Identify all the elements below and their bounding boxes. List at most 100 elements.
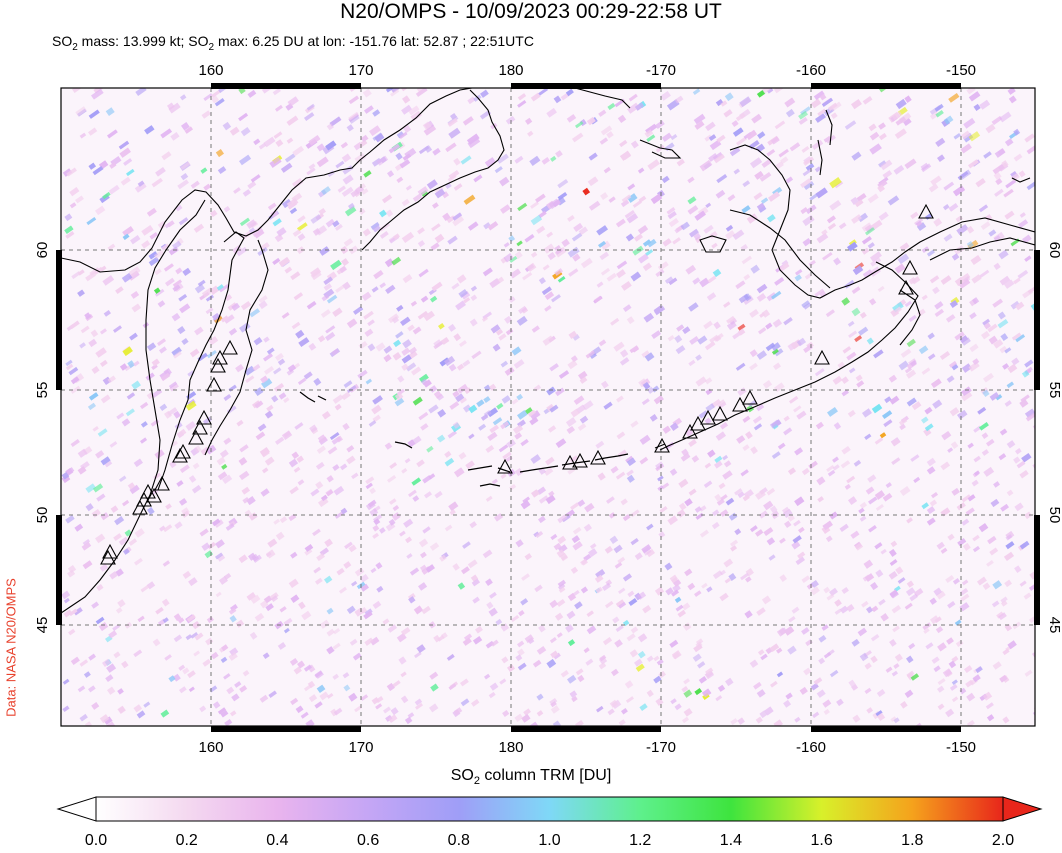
so2-pixel (857, 627, 868, 637)
so2-pixel (449, 401, 460, 410)
so2-pixel (706, 586, 713, 593)
so2-pixel (178, 686, 187, 694)
so2-pixel (766, 88, 774, 94)
so2-pixel (267, 538, 278, 548)
so2-pixel (550, 155, 557, 162)
so2-pixel (431, 223, 441, 232)
so2-pixel (967, 442, 974, 449)
so2-pixel (440, 336, 450, 345)
so2-pixel (469, 521, 477, 529)
so2-pixel (800, 207, 809, 215)
so2-pixel (410, 300, 418, 307)
so2-pixel (333, 627, 341, 635)
so2-pixel (703, 480, 713, 488)
so2-pixel (120, 176, 131, 186)
so2-pixel (642, 239, 652, 247)
so2-pixel (426, 445, 434, 453)
so2-pixel (238, 457, 248, 466)
so2-pixel (284, 266, 293, 274)
so2-pixel (634, 658, 643, 667)
so2-pixel (496, 402, 504, 410)
so2-pixel (626, 457, 636, 467)
so2-pixel (620, 498, 628, 506)
so2-pixel (641, 544, 652, 554)
so2-pixel (281, 198, 292, 209)
so2-pixel (424, 491, 432, 499)
so2-pixel (453, 333, 462, 342)
so2-pixel (240, 127, 251, 137)
so2-pixel (954, 331, 965, 341)
so2-pixel (503, 252, 514, 263)
so2-pixel (109, 571, 118, 580)
so2-pixel (608, 196, 616, 203)
so2-pixel (82, 538, 90, 546)
so2-pixel (1004, 279, 1015, 289)
so2-pixel (756, 404, 765, 412)
so2-pixel (740, 469, 749, 477)
so2-pixel (861, 222, 873, 232)
lon-label-bottom: -150 (946, 739, 976, 756)
so2-pixel (236, 419, 244, 427)
so2-pixel (417, 186, 429, 197)
so2-pixel (670, 422, 679, 431)
so2-pixel (490, 639, 499, 647)
so2-pixel (246, 219, 257, 229)
so2-pixel (308, 134, 321, 146)
so2-pixel (929, 499, 938, 507)
so2-pixel (271, 595, 279, 602)
so2-pixel (798, 526, 805, 534)
so2-pixel (470, 285, 478, 292)
so2-pixel (826, 593, 835, 601)
so2-pixel (272, 88, 281, 96)
so2-pixel (103, 310, 111, 317)
so2-pixel (948, 92, 960, 103)
so2-pixel (951, 696, 959, 703)
so2-pixel (626, 213, 639, 224)
so2-pixel (841, 297, 851, 306)
so2-pixel (573, 395, 585, 405)
so2-pixel (646, 134, 656, 143)
so2-pixel (642, 381, 651, 390)
so2-pixel (677, 609, 686, 618)
colorbar-low-arrow (56, 796, 97, 822)
so2-pixel (107, 686, 116, 695)
so2-pixel (763, 527, 774, 536)
so2-pixel (194, 326, 204, 336)
so2-pixel (516, 393, 524, 401)
so2-pixel (851, 638, 860, 647)
so2-pixel (867, 474, 877, 483)
so2-pixel (596, 281, 604, 288)
so2-pixel (293, 292, 303, 301)
so2-pixel (319, 619, 330, 629)
so2-pixel (880, 548, 887, 555)
colorbar-tick-label: 1.6 (810, 832, 833, 849)
so2-pixel (260, 488, 270, 497)
so2-pixel (794, 496, 805, 507)
so2-pixel (85, 721, 92, 726)
so2-pixel (411, 477, 422, 486)
so2-pixel (417, 310, 429, 320)
so2-pixel (301, 610, 312, 621)
so2-pixel (814, 288, 825, 297)
so2-pixel (181, 507, 190, 516)
so2-pixel (100, 394, 111, 404)
so2-pixel (280, 162, 293, 173)
so2-pixel (194, 632, 204, 641)
so2-pixel (930, 378, 942, 389)
so2-pixel (96, 493, 106, 502)
so2-pixel (517, 640, 525, 648)
so2-pixel (577, 674, 585, 683)
triangle-icon (172, 447, 188, 463)
so2-pixel (757, 131, 766, 139)
so2-pixel (316, 684, 326, 694)
so2-pixel (448, 363, 457, 372)
so2-pixel (983, 322, 991, 330)
so2-pixel (826, 464, 835, 472)
so2-pixel (95, 347, 107, 358)
so2-pixel (929, 275, 940, 284)
so2-pixel (667, 335, 675, 342)
so2-pixel (416, 644, 426, 654)
so2-mass-value: mass: 13.999 kt; SO (77, 33, 209, 49)
so2-pixel (517, 662, 527, 671)
so2-pixel (942, 668, 953, 678)
